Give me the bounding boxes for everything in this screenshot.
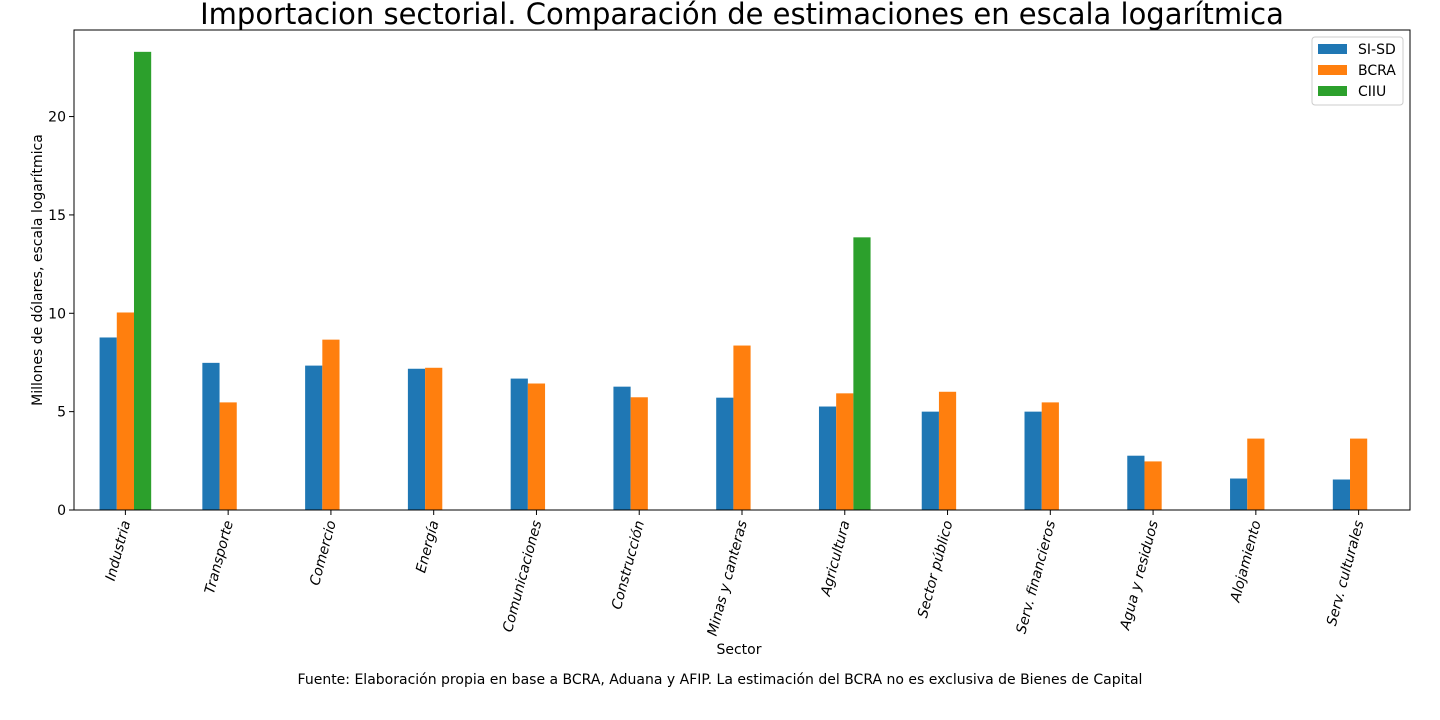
- x-tick-label: Industria: [103, 519, 134, 583]
- y-tick-label: 20: [48, 110, 66, 126]
- x-tick-label: Serv. culturales: [1324, 519, 1367, 628]
- bar: [1024, 411, 1042, 510]
- x-tick-label: Transporte: [202, 519, 237, 596]
- bar: [733, 345, 751, 510]
- legend-swatch: [1318, 44, 1347, 54]
- y-tick-label: 10: [48, 306, 66, 322]
- bar: [613, 386, 631, 510]
- bar: [836, 393, 854, 510]
- x-tick-label: Construcción: [609, 519, 648, 611]
- x-tick-label: Comunicaciones: [500, 519, 545, 634]
- bar: [938, 391, 957, 510]
- bar: [921, 411, 939, 510]
- source-footnote: Fuente: Elaboración propia en base a BCR…: [297, 672, 1143, 688]
- legend-label: CIIU: [1358, 84, 1386, 100]
- bar: [202, 362, 220, 510]
- bar: [1144, 461, 1162, 510]
- bar: [510, 378, 528, 510]
- legend-swatch: [1318, 86, 1347, 96]
- bar: [1332, 479, 1351, 510]
- x-tick-label: Comercio: [307, 519, 340, 587]
- bar: [219, 402, 237, 510]
- x-tick-label: Sector público: [915, 519, 956, 620]
- bar: [1041, 402, 1059, 510]
- x-axis-title: Sector: [716, 642, 761, 658]
- plot-frame: [73, 29, 1411, 511]
- bar: [1350, 438, 1368, 510]
- x-tick-label: Energía: [413, 519, 442, 575]
- legend-swatch: [1318, 65, 1347, 75]
- bar: [133, 51, 152, 511]
- x-tick-label: Agua y residuos: [1117, 519, 1162, 633]
- x-tick-label: Alojamiento: [1227, 519, 1264, 605]
- legend: SI-SD BCRA CIIU: [1311, 36, 1404, 106]
- bar: [322, 339, 340, 510]
- bar: [425, 367, 443, 510]
- legend-label: BCRA: [1358, 63, 1396, 79]
- bar: [527, 383, 546, 510]
- y-axis-title: Millones de dólares, escala logarítmica: [30, 134, 46, 406]
- bar: [1247, 438, 1265, 510]
- bar: [1127, 455, 1145, 510]
- bar: [853, 237, 871, 510]
- legend-label: SI-SD: [1358, 42, 1396, 58]
- y-tick-label: 5: [57, 405, 66, 421]
- x-tick-label: Minas y canteras: [705, 519, 751, 638]
- y-tick-label: 0: [57, 503, 66, 519]
- x-tick-label: Agricultura: [818, 519, 854, 599]
- bar: [305, 365, 323, 510]
- bar: [116, 312, 134, 510]
- bar: [630, 397, 648, 510]
- chart-title: Importacion sectorial. Comparación de es…: [200, 0, 1284, 31]
- plot-area: 0 5 10 15 20 Industria Transporte Comercio Energ…: [48, 51, 1368, 638]
- bar: [407, 368, 426, 510]
- bar: [99, 337, 117, 510]
- bar: [716, 397, 734, 510]
- x-tick-label: Serv. financieros: [1014, 519, 1060, 636]
- bar: [1230, 478, 1248, 510]
- y-tick-label: 15: [48, 208, 66, 224]
- bar: [818, 406, 837, 510]
